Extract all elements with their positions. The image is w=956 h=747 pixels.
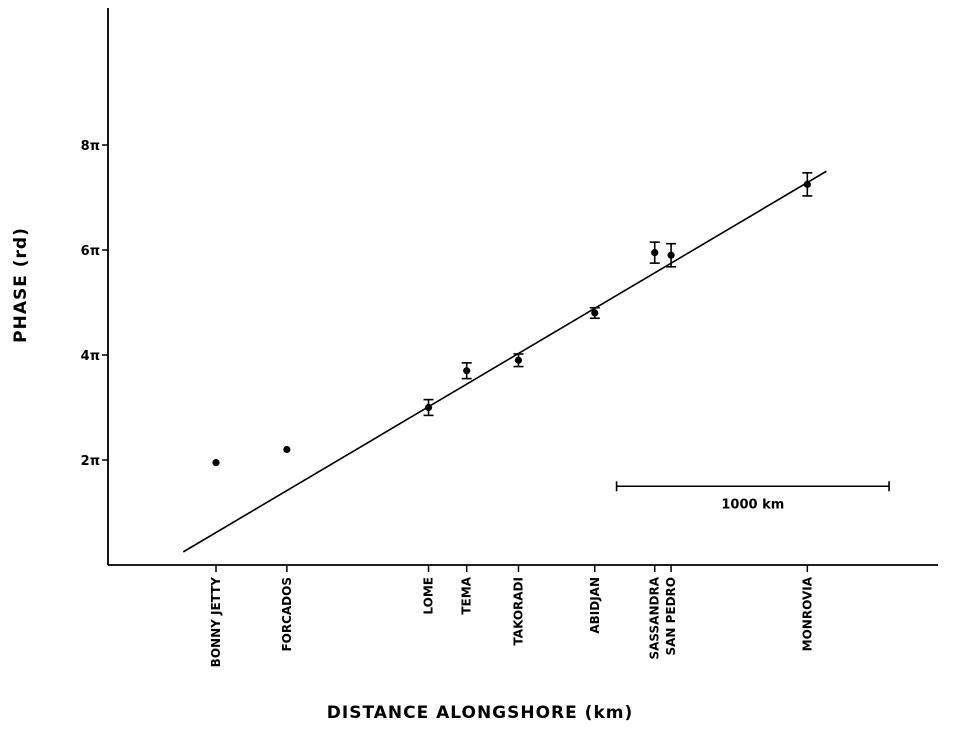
y-ticks: 2π 4π 6π 8π [81,139,108,469]
y-axis-title: PHASE (rd) [11,227,31,343]
data-point [803,180,811,188]
x-tick-label: MONROVIA [800,576,814,651]
y-tick-label: 2π [81,454,100,469]
scale-bar-label: 1000 km [721,497,784,512]
y-tick-label: 6π [81,244,100,259]
y-tick-label: 8π [81,139,100,154]
data-point [591,309,599,317]
data-points [212,172,813,467]
scale-bar: 1000 km [615,481,890,512]
x-tick-label: FORCADOS [280,577,294,652]
x-tick-label: ABIDJAN [588,577,602,634]
x-tick-label: BONNY JETTY [209,577,223,668]
x-ticks: BONNY JETTY FORCADOS LOME TEMA TAKORADI ABIDJ… [209,565,814,667]
data-point [424,403,433,412]
x-tick-label: SASSANDRA [648,576,662,659]
data-point [463,367,471,375]
fit-line-group [182,170,827,553]
x-tick-label: LOME [422,577,436,615]
data-point [283,445,291,454]
axes [107,8,938,566]
data-point [514,356,523,364]
x-tick-label: SAN PEDRO [664,577,678,656]
data-point [212,459,220,467]
data-point [651,249,659,257]
x-tick-label: TEMA [460,576,474,614]
y-tick-label: 4π [81,349,100,364]
data-point [667,251,675,259]
x-axis-title: DISTANCE ALONGSHORE (km) [327,703,633,723]
fit-line [182,170,827,553]
x-tick-label: TAKORADI [511,577,525,645]
